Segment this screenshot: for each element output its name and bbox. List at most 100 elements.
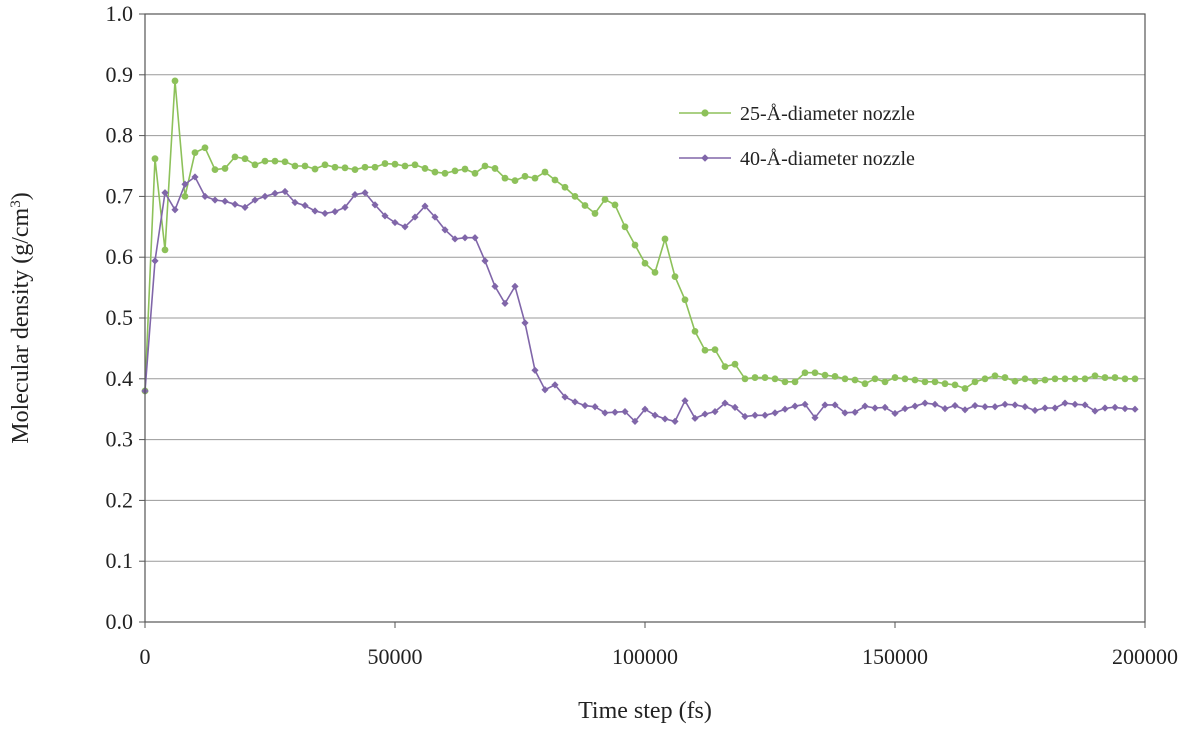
series-1-point: [451, 167, 459, 175]
series-2-point: [201, 192, 209, 200]
series-2-point: [771, 409, 779, 417]
series-2-point: [381, 212, 389, 220]
series-2-point: [681, 397, 689, 405]
series-1-point: [411, 161, 419, 169]
series-1-point: [461, 165, 469, 173]
series-1-point: [961, 385, 969, 392]
series-2-point: [1121, 404, 1129, 413]
series-1-point: [1091, 372, 1099, 380]
series-1-point: [631, 241, 639, 249]
series-2-point: [231, 200, 239, 208]
y-axis-title: Molecular density (g/cm3): [8, 192, 34, 443]
series-1-point: [271, 157, 279, 165]
series-1-point: [211, 166, 219, 174]
y-tick-label-7: 0.7: [106, 183, 134, 208]
plot-area-frame: [144, 13, 1146, 623]
series-2-point: [221, 197, 229, 205]
series-1-point: [711, 346, 719, 354]
series-1-point: [321, 161, 329, 169]
series-2-point: [371, 201, 379, 209]
series-2-point: [641, 405, 649, 413]
series-2-point: [521, 319, 529, 327]
x-tick-label-2: 100000: [612, 644, 678, 669]
series-1-point: [851, 376, 859, 384]
series-1-point: [931, 378, 939, 386]
y-tick-label-2: 0.2: [106, 487, 134, 512]
series-1-point: [481, 162, 489, 170]
series-2-point: [211, 196, 219, 204]
series-1-point: [941, 380, 949, 388]
series-1-point: [1071, 375, 1079, 383]
series-2-point: [481, 257, 489, 265]
legend-marker-1: [701, 109, 709, 117]
series-2-point: [501, 299, 509, 308]
series-2-point: [751, 411, 759, 419]
series-2-point: [741, 412, 749, 421]
series-2-point: [161, 189, 169, 197]
series-1-point: [781, 378, 789, 386]
legend-entry-2: 40-Å-diameter nozzle: [679, 148, 915, 170]
series-2: [141, 173, 1139, 425]
series-2-point: [291, 198, 299, 207]
series-1-point: [831, 372, 839, 380]
series-2-point: [151, 257, 159, 265]
series-2-point: [181, 180, 189, 188]
series-1-point: [491, 165, 499, 172]
series-2-point: [671, 417, 679, 425]
series-2-point: [361, 189, 369, 197]
series-2-point: [411, 213, 419, 221]
series-1-point: [501, 174, 509, 182]
series-1-point: [241, 155, 249, 163]
series-1-point: [251, 161, 259, 169]
series-1-point: [351, 166, 359, 174]
series-1-point: [771, 375, 779, 383]
series-2-point: [841, 409, 849, 417]
x-tick-label-3: 150000: [862, 644, 928, 669]
series-1-point: [471, 169, 479, 177]
series-1-point: [691, 327, 699, 335]
series-2-point: [871, 404, 879, 412]
series-2-point: [731, 403, 739, 411]
series-2-point: [1081, 401, 1089, 409]
series-1-point: [741, 375, 749, 383]
series-1-point: [1061, 375, 1069, 383]
series-2-point: [951, 401, 959, 410]
series-2-point: [171, 206, 179, 214]
y-tick-label-8: 0.8: [106, 123, 134, 148]
series-2-point: [821, 401, 829, 409]
x-axis-title: Time step (fs): [578, 698, 712, 724]
series-1-point: [721, 363, 729, 371]
series-2-point: [341, 203, 349, 211]
series-2-point: [1111, 403, 1119, 411]
series-2-point: [1071, 400, 1079, 408]
series-1-point: [681, 296, 689, 304]
series-2-point: [1101, 404, 1109, 412]
series-2-point: [961, 406, 969, 414]
series-2-point: [761, 411, 769, 419]
series-1-line: [144, 80, 1135, 392]
series-1-point: [521, 172, 529, 180]
series-1-point: [651, 269, 659, 276]
series-1-point: [561, 183, 569, 191]
series-1-point: [1051, 375, 1059, 383]
series-1-point: [261, 157, 269, 165]
series-1-point: [811, 369, 819, 377]
series-2-point: [921, 399, 929, 407]
series-2-point: [421, 202, 429, 210]
series-1-point: [391, 160, 399, 168]
series-2-point: [1051, 404, 1059, 412]
series-1-point: [401, 162, 409, 170]
series-2-point: [981, 403, 989, 411]
series-1-point: [981, 375, 989, 383]
x-tick-label-1: 50000: [368, 644, 423, 669]
y-axis-title-superscript: 3: [8, 200, 24, 208]
series-1-point: [761, 374, 769, 381]
series-2-point: [1041, 404, 1049, 412]
series-2-point: [591, 403, 599, 411]
series-1-point: [1121, 375, 1129, 383]
x-tick-label-0: 0: [140, 644, 151, 669]
legend-label-2: 40-Å-diameter nozzle: [740, 148, 915, 170]
series-1-point: [1081, 375, 1089, 383]
y-tick-label-3: 0.3: [106, 427, 134, 452]
